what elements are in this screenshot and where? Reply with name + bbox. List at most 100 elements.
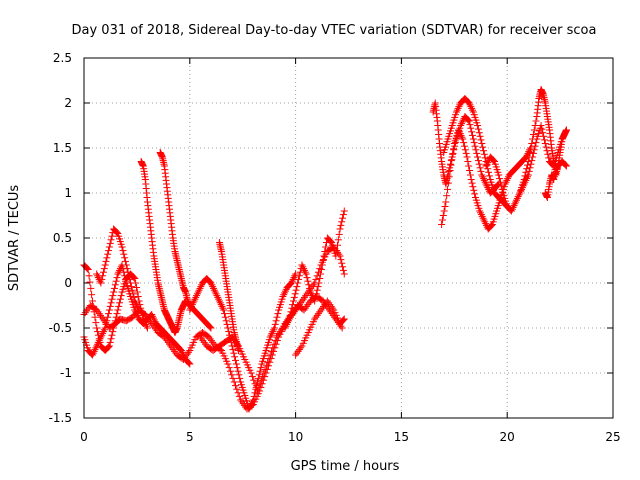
data-point bbox=[226, 367, 234, 375]
data-point bbox=[520, 176, 528, 183]
data-point bbox=[188, 301, 196, 309]
data-point bbox=[300, 265, 308, 273]
data-point bbox=[214, 293, 222, 301]
data-point bbox=[235, 392, 243, 400]
data-point bbox=[448, 156, 456, 164]
data-point bbox=[121, 254, 129, 262]
data-point bbox=[524, 158, 532, 165]
data-point bbox=[85, 272, 93, 280]
data-point bbox=[306, 284, 314, 292]
data-point bbox=[287, 279, 295, 287]
data-point bbox=[454, 104, 462, 112]
data-point bbox=[473, 149, 481, 157]
data-point bbox=[212, 290, 220, 298]
data-point bbox=[132, 308, 140, 316]
data-point bbox=[81, 309, 89, 317]
data-point bbox=[207, 324, 215, 332]
data-point bbox=[477, 209, 485, 217]
data-point bbox=[498, 185, 506, 193]
data-point bbox=[130, 293, 138, 301]
data-point bbox=[474, 153, 482, 161]
data-point bbox=[295, 272, 303, 280]
data-point bbox=[562, 126, 570, 134]
data-point bbox=[509, 203, 517, 211]
data-point bbox=[275, 329, 283, 337]
data-point bbox=[469, 135, 477, 143]
data-point bbox=[537, 122, 545, 129]
data-point bbox=[132, 301, 140, 309]
data-point bbox=[292, 351, 300, 359]
data-point bbox=[471, 190, 479, 198]
data-point bbox=[456, 130, 464, 138]
data-point bbox=[249, 396, 257, 404]
data-point bbox=[140, 317, 148, 325]
data-point bbox=[110, 284, 118, 292]
data-point bbox=[207, 337, 215, 345]
data-point bbox=[273, 333, 281, 341]
data-point bbox=[119, 247, 127, 255]
data-point bbox=[339, 263, 347, 271]
data-point bbox=[316, 265, 324, 273]
data-point bbox=[271, 320, 279, 328]
data-point bbox=[503, 176, 511, 184]
data-point bbox=[108, 295, 116, 303]
data-point bbox=[338, 218, 346, 226]
data-point bbox=[457, 120, 465, 128]
data-point bbox=[292, 270, 300, 278]
data-point bbox=[339, 211, 347, 219]
data-point bbox=[89, 349, 97, 357]
data-point bbox=[185, 359, 193, 367]
x-tick-label: 15 bbox=[394, 430, 409, 444]
data-point bbox=[317, 270, 325, 278]
data-point bbox=[294, 302, 302, 310]
data-point bbox=[476, 164, 484, 172]
data-point bbox=[308, 292, 316, 300]
data-point bbox=[460, 142, 468, 150]
data-point bbox=[131, 297, 139, 305]
x-tick-label: 10 bbox=[288, 430, 303, 444]
data-point bbox=[109, 292, 117, 300]
data-point bbox=[260, 369, 268, 377]
data-point bbox=[339, 316, 347, 324]
data-point bbox=[339, 266, 347, 274]
data-point bbox=[110, 288, 118, 296]
data-point bbox=[218, 302, 226, 310]
data-point bbox=[96, 338, 104, 346]
data-point bbox=[111, 317, 119, 325]
data-point bbox=[94, 328, 102, 336]
data-point bbox=[281, 287, 289, 295]
data-point bbox=[92, 344, 100, 352]
data-point bbox=[281, 324, 289, 332]
data-point bbox=[313, 286, 321, 294]
data-point bbox=[477, 167, 485, 175]
data-point bbox=[526, 149, 534, 156]
data-point bbox=[108, 331, 116, 339]
data-point bbox=[103, 317, 111, 325]
data-point bbox=[248, 373, 256, 381]
data-point bbox=[303, 274, 311, 282]
data-point bbox=[113, 310, 121, 318]
data-point bbox=[215, 297, 223, 305]
data-point bbox=[102, 320, 110, 328]
data-point bbox=[281, 289, 289, 297]
data-point bbox=[298, 297, 306, 305]
data-point bbox=[256, 367, 264, 375]
data-point bbox=[545, 154, 553, 162]
data-point bbox=[97, 279, 105, 287]
data-point bbox=[99, 329, 107, 337]
data-point bbox=[487, 222, 495, 230]
data-point bbox=[339, 317, 347, 325]
data-point bbox=[470, 139, 478, 147]
data-point bbox=[91, 313, 99, 321]
data-point bbox=[84, 305, 92, 313]
y-tick-label: 1 bbox=[64, 186, 72, 200]
data-point bbox=[319, 257, 327, 264]
data-point bbox=[458, 118, 466, 126]
data-point bbox=[339, 214, 347, 222]
data-point bbox=[197, 283, 205, 291]
data-point bbox=[338, 324, 346, 332]
data-point bbox=[544, 150, 552, 158]
data-point bbox=[290, 293, 298, 301]
data-point bbox=[334, 236, 342, 244]
data-point bbox=[480, 216, 488, 224]
